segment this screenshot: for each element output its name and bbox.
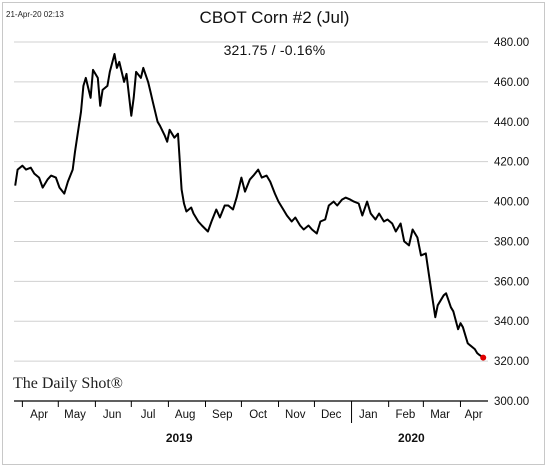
series-layer <box>14 53 487 361</box>
x-tick-label: Apr <box>465 409 483 421</box>
x-tick-label: Nov <box>285 409 306 421</box>
y-tick-label: 460.00 <box>494 77 529 89</box>
y-axis-ticks: 300.00 320.00 340.00 360.00 380.00 400.00 420.… <box>494 37 529 408</box>
y-tick-label: 380.00 <box>494 236 529 248</box>
y-tick-label: 340.00 <box>494 316 529 328</box>
x-tick-label: Jun <box>103 409 122 421</box>
y-tick-label: 300.00 <box>494 396 529 408</box>
gridlines <box>14 41 488 362</box>
year-label: 2020 <box>398 431 425 445</box>
x-tick-label: Jul <box>141 409 156 421</box>
chart-title: CBOT Corn #2 (Jul) <box>199 8 350 27</box>
x-tick-label: Jan <box>359 409 378 421</box>
y-tick-label: 320.00 <box>494 356 529 368</box>
last-value-marker <box>480 354 487 361</box>
y-tick-label: 400.00 <box>494 197 529 209</box>
chart-subtitle: 321.75 / -0.16% <box>223 42 326 58</box>
timestamp: 21-Apr-20 02:13 <box>6 10 64 19</box>
x-tick-label: Apr <box>30 409 48 421</box>
series-line <box>14 53 484 359</box>
x-tick-label: Sep <box>212 409 232 421</box>
x-tick-label: Dec <box>321 409 342 421</box>
y-tick-label: 420.00 <box>494 157 529 169</box>
x-axis: Apr May Jun Jul Aug Sep Oct Nov Dec Jan Feb Mar Apr 2… <box>14 400 488 445</box>
x-tick-label: Mar <box>430 409 450 421</box>
y-tick-label: 440.00 <box>494 117 529 129</box>
x-tick-label: Aug <box>175 409 195 421</box>
y-tick-label: 360.00 <box>494 276 529 288</box>
brand-logo: The Daily Shot® <box>13 375 123 392</box>
year-label: 2019 <box>166 431 193 445</box>
x-tick-label: Oct <box>249 409 268 421</box>
x-tick-label: May <box>64 409 86 421</box>
chart-frame <box>2 2 545 465</box>
y-tick-label: 480.00 <box>494 37 529 49</box>
x-tick-label: Feb <box>395 409 415 421</box>
